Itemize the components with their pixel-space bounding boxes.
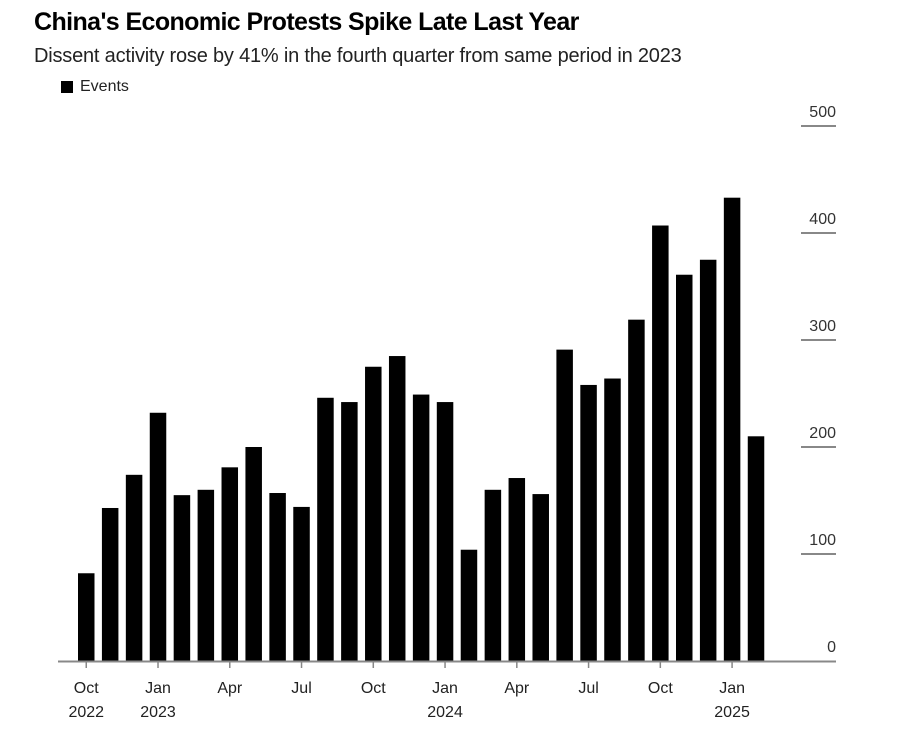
bar: Nov 2022: 143	[101, 507, 119, 661]
x-tick-label-month: Jan	[432, 680, 458, 697]
y-tick-label: 200	[809, 425, 836, 442]
legend-label-events: Events	[80, 78, 129, 95]
bar: Mar 2023: 160	[197, 489, 215, 661]
x-tick-label-month: Jan	[719, 680, 745, 697]
y-tick-label: 500	[809, 104, 836, 121]
bar: Sep 2024: 319	[628, 319, 645, 661]
bar: May 2024: 156	[532, 494, 549, 661]
bar: Dec 2023: 249	[412, 394, 430, 661]
y-tick-label: 300	[809, 318, 836, 335]
y-tick-label: 0	[827, 639, 836, 656]
bar: Jul 2023: 144	[293, 506, 310, 661]
x-tick-label-month: Apr	[217, 680, 243, 697]
legend-swatch-events	[61, 81, 73, 93]
x-axis: Oct 2022 Jan 2023 Apr Jul Oct Jan 2024 Apr Jul Oct J…	[68, 661, 750, 721]
x-tick-label-year: 2022	[68, 704, 104, 721]
y-tick-label: 100	[809, 532, 836, 549]
chart-subtitle: Dissent activity rose by 41% in the four…	[34, 45, 682, 67]
bar: Jan 2024: 242	[436, 402, 454, 661]
bar: Aug 2023: 246	[317, 397, 334, 661]
bar: Jun 2023: 157	[269, 493, 286, 661]
bar: Oct 2023: 275	[365, 366, 382, 661]
bar: Oct 2022: 82	[78, 573, 95, 661]
bar: Apr 2024: 171	[508, 478, 526, 661]
x-tick-label-month: Apr	[504, 680, 530, 697]
bar: Dec 2024: 375	[699, 259, 717, 661]
bar: Apr 2023: 181	[221, 467, 239, 661]
bar: Feb 2025: 210	[747, 436, 765, 661]
bar: Sep 2023: 242	[341, 402, 358, 661]
x-tick-label-month: Jul	[291, 680, 311, 697]
bar: Feb 2023: 155	[173, 495, 191, 661]
bar: Mar 2024: 160	[484, 489, 502, 661]
bar: Nov 2023: 285	[388, 356, 406, 661]
bar: Jan 2025: 433	[723, 197, 741, 661]
bar: Jun 2024: 291	[556, 349, 573, 661]
y-tick-label: 400	[809, 211, 836, 228]
x-tick-label-year: 2024	[427, 704, 463, 721]
legend: Events	[61, 78, 129, 96]
bar: Jul 2024: 258	[580, 384, 597, 661]
y-axis: 0 100 200 300 400 500	[801, 104, 836, 656]
bars: Oct 2022: 82 Nov 2022: 143 Dec 2022: 174 Ja…	[78, 197, 765, 661]
x-tick-label-year: 2025	[714, 704, 750, 721]
x-tick-label-month: Jan	[145, 680, 171, 697]
bar: Dec 2022: 174	[125, 474, 143, 661]
bar: Oct 2024: 407	[652, 225, 669, 661]
bar: Jan 2023: 232	[149, 412, 167, 661]
bar: May 2023: 200	[245, 447, 262, 661]
bar: Nov 2024: 361	[676, 274, 693, 661]
chart-title: China's Economic Protests Spike Late Las…	[34, 8, 579, 36]
bar: Aug 2024: 264	[604, 378, 621, 661]
x-tick-label-year: 2023	[140, 704, 176, 721]
x-tick-label-month: Jul	[578, 680, 598, 697]
x-tick-label-month: Oct	[361, 680, 386, 697]
bar: Feb 2024: 104	[460, 549, 478, 661]
x-tick-label-month: Oct	[74, 680, 99, 697]
x-tick-label-month: Oct	[648, 680, 673, 697]
